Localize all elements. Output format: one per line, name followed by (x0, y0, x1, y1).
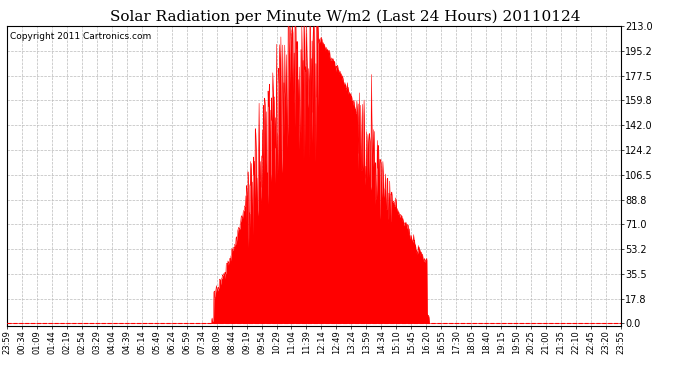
Text: Copyright 2011 Cartronics.com: Copyright 2011 Cartronics.com (10, 32, 151, 41)
Text: Solar Radiation per Minute W/m2 (Last 24 Hours) 20110124: Solar Radiation per Minute W/m2 (Last 24… (110, 9, 580, 24)
